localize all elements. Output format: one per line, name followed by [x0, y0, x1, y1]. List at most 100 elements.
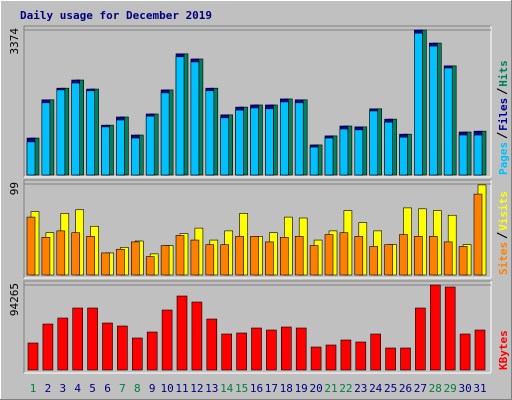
bar: [71, 232, 80, 276]
bar: [27, 342, 39, 371]
bar: [266, 329, 277, 371]
bar: [161, 309, 173, 371]
bar: [190, 61, 200, 176]
bar: [205, 244, 215, 276]
bar: [339, 128, 349, 176]
x-tick-label: 19: [295, 382, 308, 395]
bar: [444, 286, 456, 371]
bar: [458, 134, 468, 176]
bar: [206, 318, 218, 371]
bar: [370, 333, 382, 371]
x-tick-label: 2: [45, 382, 52, 395]
bar: [250, 236, 259, 276]
bar: [116, 119, 125, 176]
y-tick-label: 3374: [8, 28, 21, 55]
x-tick-label: 6: [104, 382, 111, 395]
bar: [294, 236, 304, 276]
bar: [145, 256, 155, 276]
x-tick-label: 16: [250, 382, 263, 395]
x-tick-label: 7: [119, 382, 126, 395]
bar: [160, 92, 170, 176]
bar: [310, 346, 322, 371]
bar: [340, 339, 352, 371]
bar: [220, 117, 229, 176]
bar: [309, 146, 319, 176]
legend-separator: [496, 88, 508, 95]
x-tick-label: 25: [384, 382, 397, 395]
bar: [71, 82, 80, 176]
x-tick-label: 26: [399, 382, 412, 395]
y-tick-label: 94265: [8, 283, 21, 316]
bar: [117, 325, 128, 371]
bar: [443, 67, 453, 176]
bar: [325, 344, 337, 371]
legend: Sites Visits: [496, 191, 510, 275]
bar: [459, 333, 471, 371]
bar: [279, 101, 289, 176]
x-tick-label: 29: [444, 382, 457, 395]
x-tick-label: 30: [458, 382, 471, 395]
bar: [400, 347, 411, 371]
bar: [41, 237, 51, 276]
x-tick-label: 17: [265, 382, 278, 395]
bar: [87, 307, 98, 371]
x-tick-label: 5: [89, 382, 96, 395]
bar: [176, 295, 188, 371]
bar: [473, 134, 483, 176]
x-tick-label: 31: [473, 382, 486, 395]
x-tick-label: 3: [59, 382, 66, 395]
y-tick-label: 99: [8, 182, 21, 195]
x-tick-label: 22: [339, 382, 352, 395]
bar: [309, 245, 319, 276]
x-tick-label: 15: [235, 382, 248, 395]
x-tick-label: 20: [309, 382, 322, 395]
bar: [354, 129, 364, 176]
bar: [132, 337, 143, 371]
bar: [324, 234, 334, 276]
legend-separator: [496, 132, 508, 139]
bar: [265, 241, 274, 276]
x-tick-label: 21: [324, 382, 337, 395]
bar: [280, 326, 292, 371]
bar: [131, 241, 140, 276]
bar: [428, 45, 438, 176]
x-tick-label: 11: [175, 382, 188, 395]
x-tick-label: 8: [134, 382, 141, 395]
bar: [294, 102, 304, 176]
bar: [72, 307, 83, 371]
bar: [339, 232, 349, 276]
bar: [145, 115, 155, 176]
bar: [160, 245, 170, 276]
legend-separator: [496, 232, 508, 239]
bar: [369, 246, 379, 276]
bar: [429, 284, 441, 371]
x-tick-label: 10: [160, 382, 173, 395]
bar: [399, 234, 408, 276]
bar: [56, 89, 66, 176]
bar: [57, 317, 69, 371]
bar: [384, 244, 393, 276]
bar: [235, 109, 244, 176]
bar: [175, 235, 185, 276]
bar: [86, 236, 95, 276]
bar: [116, 248, 125, 276]
legend-label: Pages: [497, 142, 510, 175]
bar: [26, 216, 36, 276]
legend: Pages Files Hits: [496, 60, 510, 175]
legend-label: Sites: [497, 242, 510, 275]
bar: [101, 252, 110, 276]
bar: [220, 244, 229, 276]
bar: [205, 90, 215, 176]
x-tick-label: 12: [190, 382, 203, 395]
bar: [102, 322, 113, 371]
bar: [190, 239, 200, 276]
bar: [146, 331, 158, 371]
bar: [41, 102, 51, 176]
bar: [399, 136, 408, 176]
chart-title: Daily usage for December 2019: [20, 9, 212, 22]
bar: [354, 236, 364, 276]
legend-label: Files: [497, 98, 510, 131]
bar: [86, 90, 95, 176]
x-tick-label: 23: [354, 382, 367, 395]
